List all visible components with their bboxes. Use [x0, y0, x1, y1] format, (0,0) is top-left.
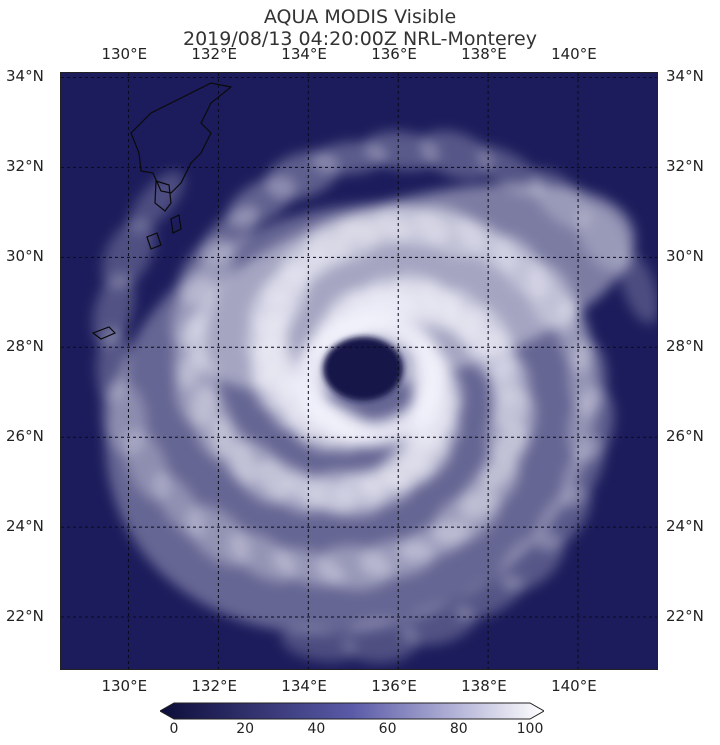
longitude-label-top: 134°E [281, 45, 327, 63]
cloud-patch [342, 618, 419, 663]
latitude-label-right: 26°N [666, 427, 704, 446]
cloud-patch [401, 604, 476, 646]
latitude-label-left: 28°N [6, 337, 44, 356]
colorbar-gradient [158, 702, 546, 720]
colorbar-tick-label: 60 [378, 721, 397, 737]
latitude-label-right: 28°N [666, 337, 704, 356]
cloud-patch [128, 170, 185, 233]
longitude-label-top: 140°E [551, 45, 597, 63]
colorbar-tick-label: 40 [307, 721, 326, 737]
latitude-label-left: 26°N [6, 427, 44, 446]
longitude-label-top: 132°E [191, 45, 237, 63]
eye-center [323, 336, 404, 401]
cloud-patch [577, 204, 633, 273]
longitude-label-top: 138°E [461, 45, 507, 63]
cloud-patch [619, 251, 657, 324]
latitude-label-right: 30°N [666, 247, 704, 266]
cloud-patch [281, 627, 357, 662]
satellite-image-map [60, 72, 658, 670]
latitude-label-right: 32°N [666, 157, 704, 176]
title-line-1: AQUA MODIS Visible [263, 6, 457, 28]
latitude-label-left: 32°N [6, 157, 44, 176]
cloud-patch [92, 272, 135, 347]
cloud-patch [364, 131, 440, 171]
colorbar-tick-label: 0 [169, 721, 179, 737]
latitude-label-right: 22°N [666, 607, 704, 626]
cloud-patch [416, 342, 446, 387]
longitude-label-bottom: 138°E [461, 677, 507, 695]
storm-eye [323, 336, 404, 401]
latitude-label-left: 34°N [6, 67, 44, 86]
colorbar-tick-label: 100 [516, 721, 544, 737]
longitude-label-bottom: 132°E [191, 677, 237, 695]
cloud-patch [420, 130, 494, 180]
cloud-patch [530, 169, 591, 230]
latitude-label-left: 24°N [6, 517, 44, 536]
longitude-label-bottom: 134°E [281, 677, 327, 695]
latitude-label-left: 22°N [6, 607, 44, 626]
title-line-2: 2019/08/13 04:20:00Z NRL-Monterey [183, 28, 537, 50]
latitude-label-left: 30°N [6, 247, 44, 266]
latitude-label-right: 24°N [666, 517, 704, 536]
colorbar-tick-label: 20 [236, 721, 255, 737]
longitude-label-bottom: 130°E [101, 677, 148, 695]
longitude-label-bottom: 136°E [371, 677, 417, 695]
colorbar [158, 702, 546, 724]
colorbar-tick-label: 80 [449, 721, 468, 737]
latitude-label-right: 34°N [666, 67, 704, 86]
cloud-imagery [61, 73, 657, 669]
coastlines [91, 82, 233, 340]
cloud-patch [477, 146, 544, 196]
lat-lon-gridlines [61, 73, 657, 669]
longitude-label-bottom: 140°E [551, 677, 597, 695]
longitude-label-top: 130°E [101, 45, 148, 63]
cloud-patch [454, 575, 525, 621]
longitude-label-top: 136°E [371, 45, 417, 63]
